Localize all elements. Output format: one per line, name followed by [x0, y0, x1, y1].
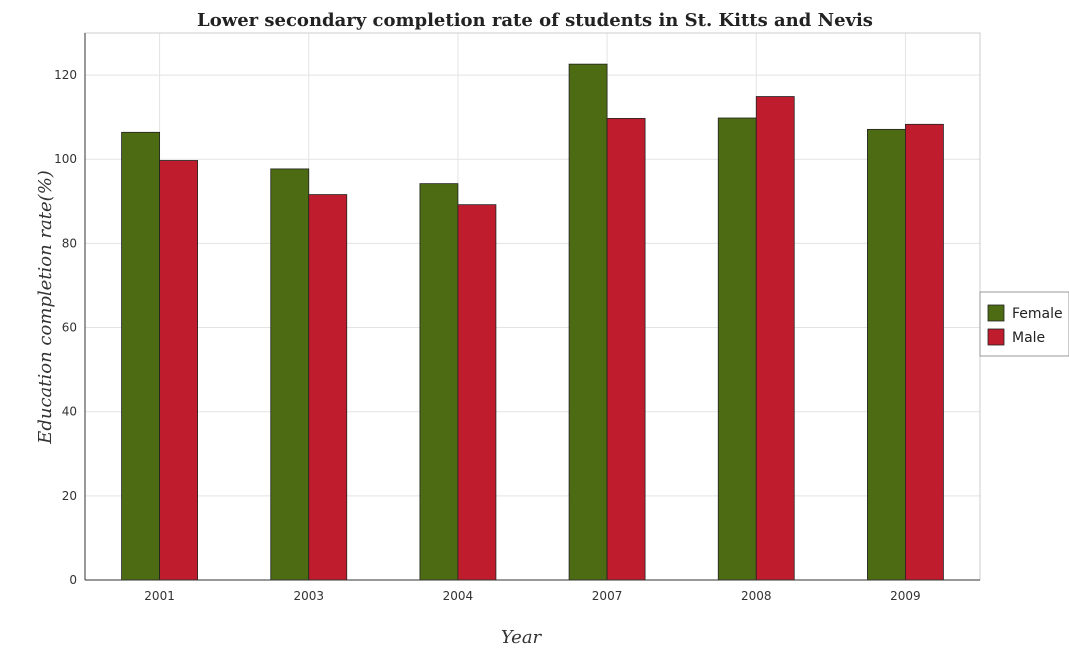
legend-box — [979, 291, 1069, 357]
x-axis-label: Year — [501, 627, 543, 648]
bar-female — [121, 131, 160, 581]
axes — [84, 32, 981, 581]
x-tick-label: 2009 — [890, 589, 921, 603]
bars — [121, 63, 944, 581]
x-tick-label: 2004 — [443, 589, 474, 603]
grid — [85, 33, 980, 581]
legend-swatch-male — [987, 328, 1005, 346]
bar-male — [905, 123, 944, 581]
y-axis-label: Education completion rate(%) — [35, 170, 56, 445]
bar-female — [270, 168, 310, 581]
legend-label-female: Female — [1012, 306, 1063, 322]
bar-female — [568, 63, 608, 581]
legend: Female Male — [979, 291, 1069, 357]
x-tick-label: 2008 — [741, 589, 772, 603]
x-tick-label: 2001 — [144, 589, 175, 603]
bar-male — [457, 204, 497, 581]
plot-frame — [84, 32, 981, 581]
y-tick-label: 20 — [62, 489, 77, 503]
bar-male — [308, 194, 348, 581]
bar-female — [867, 128, 906, 581]
y-tick-label: 120 — [54, 68, 77, 82]
x-tick-label: 2007 — [592, 589, 623, 603]
chart-title: Lower secondary completion rate of stude… — [197, 10, 873, 31]
y-tick-label: 100 — [54, 152, 77, 166]
bar-male — [755, 96, 795, 581]
x-tick-label: 2003 — [293, 589, 324, 603]
y-tick-label: 80 — [62, 236, 77, 250]
bar-female — [419, 183, 459, 581]
bar-female — [717, 117, 757, 581]
y-tick-label: 40 — [62, 405, 77, 419]
bar-male — [159, 160, 198, 581]
tick-labels: 0 20 40 60 80 100 120 2001 2003 2004 2007 2008 2009 — [54, 68, 921, 603]
legend-swatch-female — [987, 304, 1005, 322]
legend-label-male: Male — [1012, 330, 1045, 346]
bar-male — [606, 118, 646, 581]
y-tick-label: 60 — [62, 321, 77, 335]
y-tick-label: 0 — [69, 573, 77, 587]
